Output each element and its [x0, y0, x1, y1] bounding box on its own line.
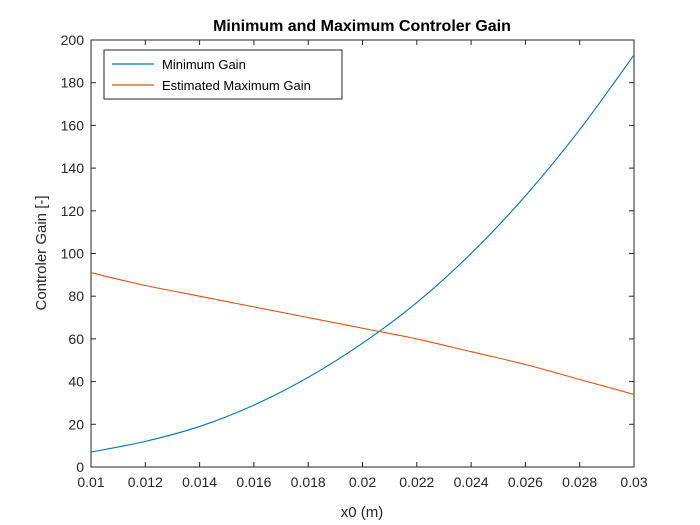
x-tick-label: 0.02 — [349, 474, 376, 490]
x-axis-label: x0 (m) — [341, 504, 384, 521]
y-tick-label: 40 — [68, 374, 84, 390]
x-tick-label: 0.016 — [236, 474, 271, 490]
y-tick-label: 80 — [68, 288, 84, 304]
y-tick-label: 100 — [61, 246, 85, 262]
y-axis-label: Controler Gain [-] — [33, 195, 50, 310]
y-tick-label: 120 — [61, 203, 85, 219]
y-tick-label: 180 — [61, 75, 85, 91]
x-tick-label: 0.01 — [77, 474, 104, 490]
legend: Minimum Gain Estimated Maximum Gain — [103, 49, 343, 100]
x-tick-label: 0.012 — [128, 474, 163, 490]
y-tick-label: 200 — [61, 32, 85, 48]
y-tick-label: 20 — [68, 416, 84, 432]
plot-area: 0.01 0.012 0.014 0.016 0.018 0.02 0.022 0.024 0.… — [61, 32, 648, 490]
series-line-minimum-gain — [90, 54, 635, 453]
legend-label: Estimated Maximum Gain — [162, 78, 311, 93]
legend-label: Minimum Gain — [162, 57, 246, 72]
axes-box — [90, 39, 635, 468]
x-tick-label: 0.03 — [620, 474, 647, 490]
x-tick-label: 0.022 — [399, 474, 434, 490]
x-tick-label: 0.018 — [291, 474, 326, 490]
y-tick-label: 160 — [61, 117, 85, 133]
x-tick-label: 0.014 — [182, 474, 217, 490]
legend-box — [103, 49, 343, 100]
chart-title: Minimum and Maximum Controler Gain — [213, 18, 511, 35]
x-tick-label: 0.024 — [454, 474, 489, 490]
x-tick-label: 0.028 — [562, 474, 597, 490]
y-tick-label: 0 — [76, 459, 84, 475]
y-tick-label: 60 — [68, 331, 84, 347]
x-tick-label: 0.026 — [508, 474, 543, 490]
series-line-estimated-maximum-gain — [90, 272, 635, 395]
y-tick-label: 140 — [61, 160, 85, 176]
